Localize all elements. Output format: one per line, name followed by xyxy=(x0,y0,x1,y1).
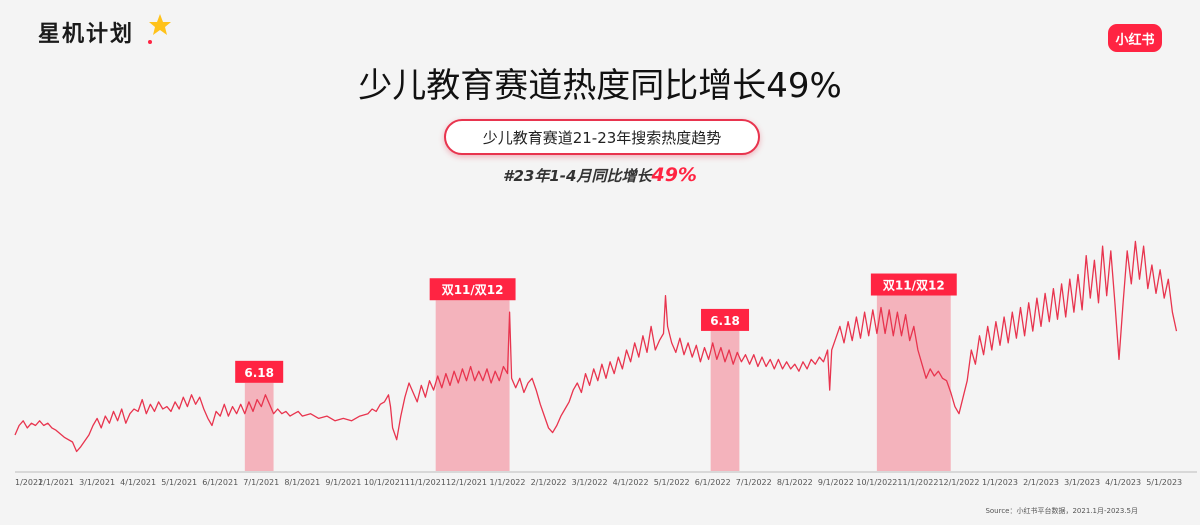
x-tick-label: 3/1/2022 xyxy=(572,478,608,487)
event-label-bg xyxy=(235,360,284,383)
x-tick-label: 10/1/2022 xyxy=(856,478,897,487)
x-tick-label: 2/1/2021 xyxy=(38,478,74,487)
x-tick-label: 12/1/2022 xyxy=(938,478,979,487)
brand-badge: 小红书 xyxy=(1108,24,1162,52)
x-tick-label: 4/1/2021 xyxy=(120,478,156,487)
event-label: 6.18 xyxy=(244,366,274,380)
x-tick-label: 5/1/2022 xyxy=(654,478,690,487)
x-tick-label: 1/1/2023 xyxy=(982,478,1018,487)
x-tick-label: 9/1/2022 xyxy=(818,478,854,487)
page-title: 少儿教育赛道热度同比增长49% xyxy=(358,66,842,106)
x-tick-label: 7/1/2021 xyxy=(243,478,279,487)
growth-note: #23年1-4月同比增长49% xyxy=(0,164,1200,186)
source-note: Source：小红书平台数据，2021.1月-2023.5月 xyxy=(985,507,1138,515)
event-band xyxy=(876,295,951,471)
event-label-bg xyxy=(701,308,750,331)
x-tick-label: 2/1/2022 xyxy=(531,478,567,487)
x-tick-label: 6/1/2021 xyxy=(202,478,238,487)
event-label-bg xyxy=(429,278,516,301)
x-tick-label: 10/1/2021 xyxy=(364,478,405,487)
growth-note-prefix: #23年1-4月同比增长 xyxy=(503,167,652,185)
x-tick-label: 8/1/2021 xyxy=(284,478,320,487)
chart-subtitle-pill: 少儿教育赛道21-23年搜索热度趋势 xyxy=(444,119,760,155)
event-band xyxy=(435,300,510,471)
logo-text: 星机计划 xyxy=(38,22,135,47)
x-tick-label: 9/1/2021 xyxy=(325,478,361,487)
x-tick-label: 6/1/2022 xyxy=(695,478,731,487)
event-label: 双11/双12 xyxy=(883,279,945,293)
x-tick-label: 7/1/2022 xyxy=(736,478,772,487)
event-band xyxy=(244,382,274,471)
x-tick-label: 11/1/2021 xyxy=(405,478,446,487)
x-tick-label: 2/1/2023 xyxy=(1023,478,1059,487)
x-tick-label: 11/1/2022 xyxy=(897,478,938,487)
x-tick-label: 1/1/2022 xyxy=(490,478,526,487)
x-tick-label: 4/1/2023 xyxy=(1105,478,1141,487)
event-label-bg xyxy=(870,273,957,296)
x-tick-label: 5/1/2023 xyxy=(1146,478,1182,487)
x-tick-label: 4/1/2022 xyxy=(613,478,649,487)
x-tick-label: 3/1/2021 xyxy=(79,478,115,487)
x-tick-label: 8/1/2022 xyxy=(777,478,813,487)
trend-line xyxy=(14,240,1178,453)
x-tick-label: 1/2021 xyxy=(15,478,43,487)
x-tick-label: 5/1/2021 xyxy=(161,478,197,487)
star-icon xyxy=(148,14,171,44)
event-label: 6.18 xyxy=(710,314,740,328)
x-tick-label: 12/1/2021 xyxy=(446,478,487,487)
x-tick-label: 3/1/2023 xyxy=(1064,478,1100,487)
growth-note-value: 49% xyxy=(651,164,697,186)
event-label: 双11/双12 xyxy=(442,283,504,297)
